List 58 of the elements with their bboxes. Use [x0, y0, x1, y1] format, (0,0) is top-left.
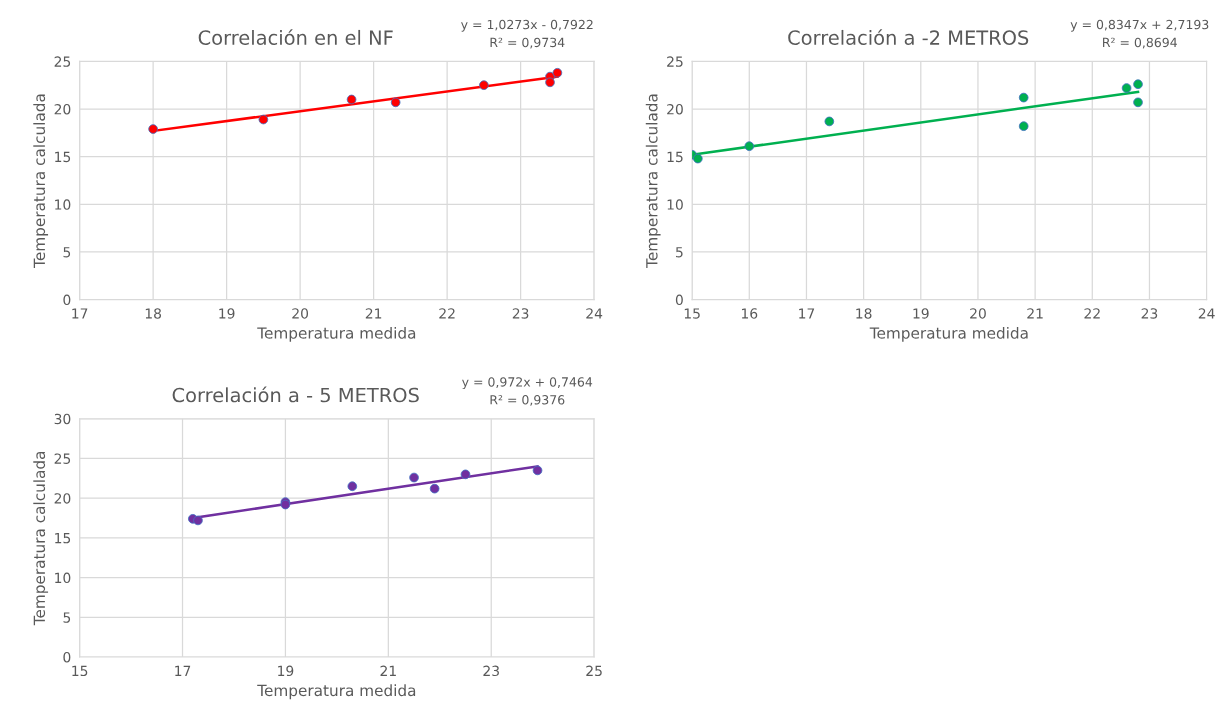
x-tick-label: 20 — [970, 308, 986, 319]
text: y = 0,8347x + 2,7193 — [1070, 19, 1209, 32]
x-tick-label: 21 — [380, 665, 396, 676]
y-tick-label: 0 — [63, 294, 71, 306]
x-tick-label: 22 — [1084, 308, 1100, 319]
y-tick-label: 15 — [55, 533, 71, 544]
y-tick-label: 25 — [667, 56, 683, 67]
x-tick-label: 23 — [1141, 308, 1158, 319]
chart-title: Correlación a -2 METROS — [788, 29, 1029, 45]
y-axis-title: Temperatura calculada — [645, 94, 661, 268]
y-tick-label: 25 — [54, 453, 71, 464]
x-tick-label: 23 — [512, 308, 529, 319]
text: R² = 0,9734 — [490, 37, 565, 49]
y-tick-label: 20 — [54, 103, 71, 115]
text: y = 0,972x + 0,7464 — [462, 377, 593, 390]
x-tick-label: 25 — [586, 665, 602, 677]
y-tick-label: 20 — [54, 493, 71, 504]
x-axis-title: Temperatura medida — [257, 684, 416, 700]
text: y = 1,0273x - 0,7922 — [461, 19, 593, 32]
x-tick-label: 17 — [799, 308, 815, 319]
x-tick-label: 15 — [684, 308, 700, 319]
y-tick-label: 5 — [63, 247, 71, 258]
y-tick-label: 15 — [55, 151, 71, 163]
x-tick-label: 17 — [72, 308, 88, 319]
x-tick-label: 16 — [741, 308, 758, 319]
x-tick-label: 21 — [365, 308, 382, 319]
y-tick-label: 10 — [667, 199, 683, 210]
x-tick-label: 19 — [219, 308, 235, 319]
y-tick-label: 10 — [55, 572, 71, 584]
text: R² = 0,9376 — [490, 395, 565, 406]
x-axis-title: Temperatura medida — [257, 326, 416, 342]
x-tick-label: 23 — [483, 665, 499, 677]
x-tick-label: 19 — [913, 308, 929, 319]
x-axis-title: Temperatura medida — [869, 326, 1028, 342]
y-axis-title: Temperatura calculada — [33, 94, 49, 268]
y-tick-label: 5 — [63, 612, 71, 623]
y-tick-label: 25 — [54, 56, 71, 67]
y-tick-label: 30 — [54, 413, 71, 425]
x-tick-label: 18 — [145, 308, 162, 319]
x-tick-label: 24 — [586, 308, 603, 319]
y-tick-label: 10 — [55, 199, 71, 210]
x-tick-label: 15 — [72, 665, 88, 677]
x-tick-label: 18 — [856, 308, 872, 319]
y-tick-label: 0 — [63, 651, 71, 663]
x-tick-label: 20 — [292, 308, 309, 319]
x-tick-label: 17 — [175, 665, 191, 676]
chart-title: Correlación a - 5 METROS — [172, 386, 419, 403]
y-axis-title: Temperatura calculada — [33, 451, 49, 626]
x-tick-label: 21 — [1027, 308, 1043, 319]
y-tick-label: 0 — [675, 294, 683, 306]
x-tick-label: 19 — [278, 665, 294, 677]
x-tick-label: 24 — [1198, 308, 1215, 319]
y-tick-label: 20 — [667, 103, 683, 115]
x-tick-label: 22 — [439, 308, 455, 319]
y-tick-label: 5 — [676, 247, 683, 258]
text: R² = 0,8694 — [1103, 37, 1177, 49]
y-tick-label: 15 — [667, 151, 683, 163]
chart-title: Correlación en el NF — [198, 29, 393, 45]
